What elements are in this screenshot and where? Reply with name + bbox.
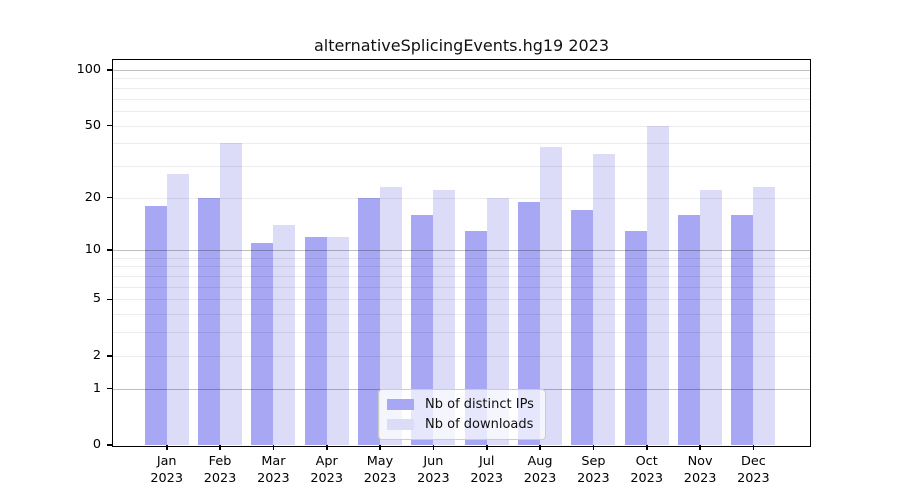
y-tick-label: 10 bbox=[84, 242, 101, 258]
bar-downloads-nov bbox=[700, 190, 723, 445]
y-tick bbox=[107, 298, 112, 301]
x-tick bbox=[752, 445, 755, 450]
legend: Nb of distinct IPs Nb of downloads bbox=[378, 389, 546, 440]
gridline-minor bbox=[113, 197, 810, 199]
x-tick-label-apr: Apr 2023 bbox=[310, 454, 343, 486]
x-tick-label-dec: Dec 2023 bbox=[737, 454, 770, 486]
x-tick bbox=[699, 445, 701, 450]
bar-distinct-ips-oct bbox=[624, 230, 647, 445]
y-tick-label: 1 bbox=[92, 380, 101, 396]
gridline-minor bbox=[113, 299, 810, 301]
y-tick-label: 100 bbox=[76, 62, 101, 77]
x-tick-label-aug: Aug 2023 bbox=[523, 454, 557, 486]
x-tick bbox=[486, 445, 488, 450]
gridline-minor bbox=[113, 98, 810, 100]
bar-distinct-ips-feb bbox=[198, 197, 220, 445]
bar-distinct-ips-jan bbox=[144, 205, 167, 445]
gridline-minor bbox=[113, 266, 810, 268]
y-tick-label: 5 bbox=[92, 291, 101, 307]
gridline-minor bbox=[113, 165, 810, 167]
y-tick bbox=[107, 444, 112, 446]
bar-distinct-ips-nov bbox=[678, 214, 701, 445]
y-tick-label: 50 bbox=[84, 117, 101, 133]
x-tick bbox=[539, 445, 541, 450]
bar-downloads-sep bbox=[593, 153, 616, 445]
gridline-minor bbox=[113, 314, 810, 316]
gridline-minor bbox=[113, 286, 810, 288]
chart-title: alternativeSplicingEvents.hg19 2023 bbox=[313, 36, 610, 55]
gridline-minor bbox=[113, 355, 810, 357]
legend-item-downloads: Nb of downloads bbox=[387, 417, 536, 432]
bar-downloads-mar bbox=[273, 224, 296, 445]
bar-downloads-oct bbox=[646, 125, 669, 445]
legend-item-distinct-ips: Nb of distinct IPs bbox=[387, 397, 536, 412]
y-tick bbox=[107, 124, 112, 127]
gridline-decade bbox=[113, 70, 810, 71]
gridline-decade bbox=[113, 250, 810, 252]
gridline-minor bbox=[113, 257, 810, 259]
x-tick bbox=[379, 445, 381, 450]
gridline-minor bbox=[113, 78, 810, 80]
x-tick-label-jul: Jul 2023 bbox=[470, 454, 503, 486]
bar-distinct-ips-may bbox=[358, 197, 380, 445]
bar-downloads-apr bbox=[326, 236, 349, 445]
x-tick bbox=[272, 445, 275, 450]
x-tick bbox=[166, 445, 168, 450]
x-tick-label-jun: Jun 2023 bbox=[417, 454, 450, 486]
legend-label-distinct-ips: Nb of distinct IPs bbox=[425, 397, 534, 412]
x-tick-label-mar: Mar 2023 bbox=[257, 454, 290, 486]
bar-distinct-ips-jun bbox=[411, 214, 434, 445]
bar-downloads-aug bbox=[540, 147, 562, 445]
y-tick bbox=[107, 387, 112, 390]
gridline-minor bbox=[113, 143, 810, 145]
x-tick-label-may: May 2023 bbox=[363, 454, 397, 486]
plot-area: 100 50 20 10 5 2 1 0 Jan 2023 Feb 2023 Mar 2023 Ap… bbox=[77, 59, 811, 486]
bar-downloads-feb bbox=[220, 143, 242, 445]
y-tick bbox=[107, 69, 112, 71]
bar-downloads-jul bbox=[486, 197, 509, 445]
bar-distinct-ips-mar bbox=[251, 243, 274, 445]
gridline-minor bbox=[113, 110, 810, 112]
x-tick bbox=[646, 445, 648, 450]
bar-distinct-ips-sep bbox=[571, 210, 594, 445]
y-tick bbox=[107, 355, 112, 357]
y-tick-label: 2 bbox=[92, 347, 101, 363]
y-tick-label: 0 bbox=[92, 437, 101, 452]
bar-downloads-dec bbox=[753, 186, 776, 445]
bar-distinct-ips-apr bbox=[304, 236, 327, 445]
bar-downloads-may bbox=[380, 186, 402, 445]
gridline-minor bbox=[113, 87, 810, 89]
bar-downloads-jan bbox=[166, 174, 189, 445]
x-tick bbox=[219, 445, 221, 450]
downloads-swatch-icon bbox=[387, 419, 414, 430]
y-tick bbox=[107, 249, 112, 251]
x-tick-label-nov: Nov 2023 bbox=[683, 454, 717, 486]
x-tick bbox=[326, 445, 328, 450]
gridline-minor bbox=[113, 332, 810, 334]
x-tick-label-jan: Jan 2023 bbox=[150, 454, 183, 486]
y-tick-label: 20 bbox=[84, 189, 101, 205]
gridline-minor bbox=[113, 125, 810, 127]
x-tick bbox=[592, 445, 595, 450]
x-tick-label-sep: Sep 2023 bbox=[577, 454, 610, 486]
x-tick-label-feb: Feb 2023 bbox=[203, 454, 237, 486]
gridline-minor bbox=[113, 276, 810, 277]
bar-distinct-ips-dec bbox=[731, 214, 754, 445]
bar-distinct-ips-aug bbox=[518, 201, 540, 445]
x-tick bbox=[432, 445, 435, 450]
y-tick bbox=[107, 196, 112, 199]
legend-label-downloads: Nb of downloads bbox=[425, 417, 534, 432]
distinct-ips-swatch-icon bbox=[387, 399, 414, 410]
bar-downloads-jun bbox=[433, 190, 456, 445]
x-tick-label-oct: Oct 2023 bbox=[630, 454, 663, 486]
